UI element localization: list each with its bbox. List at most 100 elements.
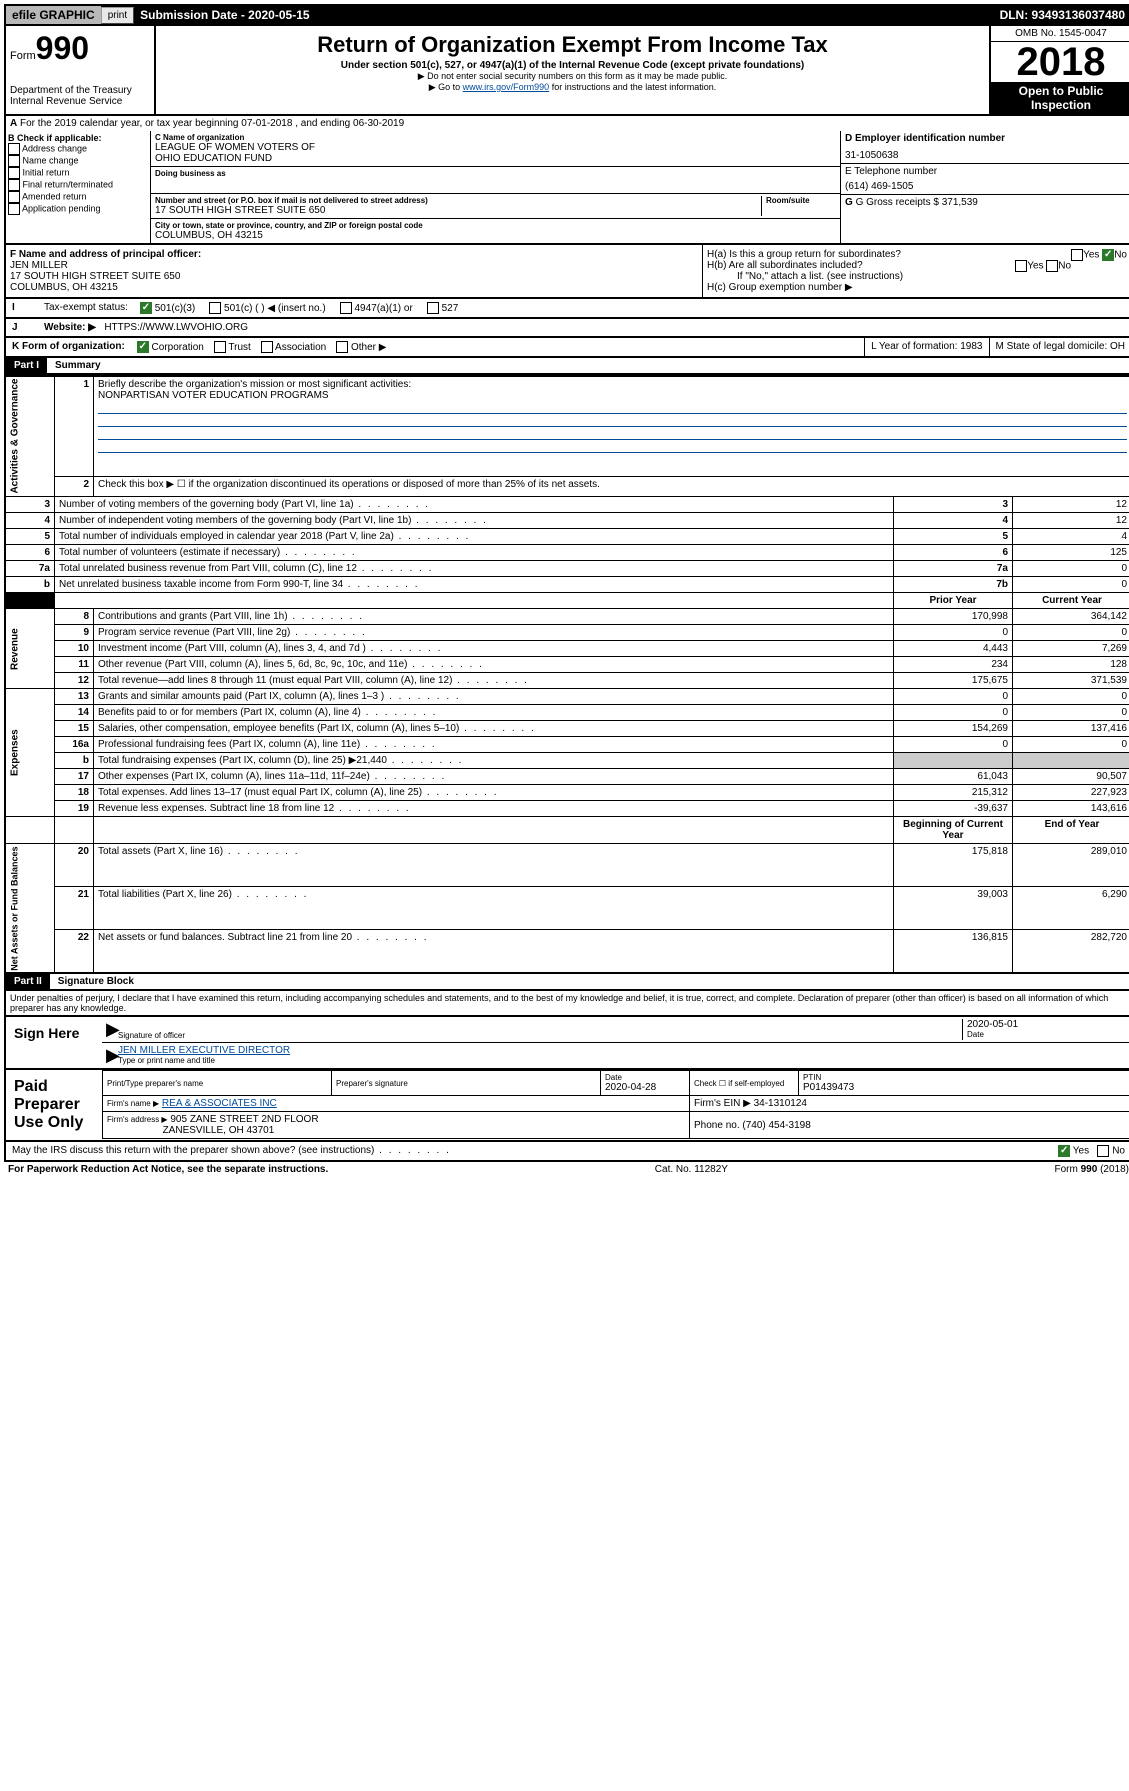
dept-treasury: Department of the Treasury xyxy=(10,85,150,96)
net-assets-row: 21Total liabilities (Part X, line 26)39,… xyxy=(5,886,1129,929)
firm-addr1: 905 ZANE STREET 2ND FLOOR xyxy=(170,1114,318,1125)
expense-row: 14Benefits paid to or for members (Part … xyxy=(5,705,1129,721)
perjury-statement: Under penalties of perjury, I declare th… xyxy=(4,991,1129,1017)
firm-addr2: ZANESVILLE, OH 43701 xyxy=(163,1125,275,1136)
h-b-note: If "No," attach a list. (see instruction… xyxy=(707,271,1127,282)
checkbox-option[interactable]: Amended return xyxy=(8,191,148,203)
expense-row: 15Salaries, other compensation, employee… xyxy=(5,721,1129,737)
officer-name: JEN MILLER xyxy=(10,260,698,271)
entity-info-block: B Check if applicable: Address change Na… xyxy=(4,131,1129,245)
h-a-question: H(a) Is this a group return for subordin… xyxy=(707,249,1127,260)
ptin-value: P01439473 xyxy=(803,1082,854,1093)
firm-ein: Firm's EIN ▶ 34-1310124 xyxy=(690,1096,1129,1112)
irs-link[interactable]: www.irs.gov/Form990 xyxy=(463,82,550,92)
pra-notice: For Paperwork Reduction Act Notice, see … xyxy=(8,1164,328,1175)
row-i: I Tax-exempt status: ✓ 501(c)(3) 501(c) … xyxy=(4,299,1129,319)
prep-date: 2020-04-28 xyxy=(605,1082,656,1093)
checkbox-option[interactable]: Initial return xyxy=(8,167,148,179)
paid-preparer-block: Paid Preparer Use Only Print/Type prepar… xyxy=(4,1070,1129,1142)
year-formation: L Year of formation: 1983 xyxy=(864,338,988,356)
form-org-option[interactable]: Association xyxy=(261,342,326,353)
discuss-row: May the IRS discuss this return with the… xyxy=(4,1142,1129,1162)
revenue-row: Revenue8Contributions and grants (Part V… xyxy=(5,609,1129,625)
revenue-row: 12Total revenue—add lines 8 through 11 (… xyxy=(5,673,1129,689)
phone-value: (614) 469-1505 xyxy=(845,181,1127,192)
ein-value: 31-1050638 xyxy=(845,150,1127,161)
print-button[interactable]: print xyxy=(101,7,134,24)
checkbox-option[interactable]: Final return/terminated xyxy=(8,179,148,191)
org-address: 17 SOUTH HIGH STREET SUITE 650 xyxy=(155,205,761,216)
form-ref: Form 990 (2018) xyxy=(1055,1164,1129,1175)
tax-status-option[interactable]: 527 xyxy=(427,303,458,314)
phone-label: E Telephone number xyxy=(845,166,1127,177)
addr-label: Number and street (or P.O. box if mail i… xyxy=(155,196,761,205)
summary-row: 7aTotal unrelated business revenue from … xyxy=(5,561,1129,577)
gross-receipts: G G Gross receipts $ 371,539 xyxy=(845,197,1127,208)
net-assets-row: 22Net assets or fund balances. Subtract … xyxy=(5,929,1129,973)
city-label: City or town, state or province, country… xyxy=(155,221,836,230)
revenue-row: 11Other revenue (Part VIII, column (A), … xyxy=(5,657,1129,673)
efile-label: efile GRAPHIC xyxy=(6,6,101,24)
ein-label: D Employer identification number xyxy=(845,133,1005,144)
checkbox-option[interactable]: Address change xyxy=(8,143,148,155)
room-label: Room/suite xyxy=(766,196,836,205)
org-name-label: C Name of organization xyxy=(155,133,836,142)
h-c-question: H(c) Group exemption number ▶ xyxy=(707,282,1127,293)
paid-preparer-label: Paid Preparer Use Only xyxy=(6,1070,102,1140)
form-org-option[interactable]: Trust xyxy=(214,342,251,353)
irs-label: Internal Revenue Service xyxy=(10,96,150,107)
summary-table: Activities & Governance 1 Briefly descri… xyxy=(4,375,1129,974)
part2-header: Part IISignature Block xyxy=(4,974,1129,991)
line-a: A For the 2019 calendar year, or tax yea… xyxy=(4,116,1129,131)
signature-block: Sign Here ▶ Signature of officer 2020-05… xyxy=(4,1017,1129,1070)
tax-status-option[interactable]: 501(c) ( ) ◀ (insert no.) xyxy=(209,303,325,314)
tax-status-option[interactable]: 4947(a)(1) or xyxy=(340,303,413,314)
officer-print-name: JEN MILLER EXECUTIVE DIRECTOR xyxy=(118,1045,1127,1056)
officer-city: COLUMBUS, OH 43215 xyxy=(10,282,698,293)
form-header: Form990 Department of the Treasury Inter… xyxy=(4,26,1129,116)
expense-row: 19Revenue less expenses. Subtract line 1… xyxy=(5,801,1129,817)
goto-note: ▶ Go to www.irs.gov/Form990 for instruct… xyxy=(160,82,985,93)
sign-here-label: Sign Here xyxy=(6,1017,102,1068)
state-domicile: M State of legal domicile: OH xyxy=(989,338,1129,356)
checkbox-option[interactable]: Name change xyxy=(8,155,148,167)
privacy-note: ▶ Do not enter social security numbers o… xyxy=(160,71,985,82)
summary-row: 5Total number of individuals employed in… xyxy=(5,529,1129,545)
dba-label: Doing business as xyxy=(155,169,836,178)
footer: For Paperwork Reduction Act Notice, see … xyxy=(4,1162,1129,1177)
form-org-option[interactable]: ✓ Corporation xyxy=(137,342,204,353)
sig-date: 2020-05-01 xyxy=(967,1019,1127,1030)
firm-name[interactable]: REA & ASSOCIATES INC xyxy=(162,1098,277,1109)
summary-row: 4Number of independent voting members of… xyxy=(5,513,1129,529)
form-org-option[interactable]: Other ▶ xyxy=(336,342,386,353)
officer-addr: 17 SOUTH HIGH STREET SUITE 650 xyxy=(10,271,698,282)
mission-text: NONPARTISAN VOTER EDUCATION PROGRAMS xyxy=(98,390,329,401)
form-number: Form990 xyxy=(10,30,150,67)
dln-number: DLN: 93493136037480 xyxy=(994,6,1129,24)
self-employed-check: Check ☐ if self-employed xyxy=(690,1071,799,1096)
expense-row: 17Other expenses (Part IX, column (A), l… xyxy=(5,769,1129,785)
tax-status-option[interactable]: ✓ 501(c)(3) xyxy=(140,303,195,314)
sig-officer-label: Signature of officer xyxy=(118,1031,962,1040)
tax-year: 2018 xyxy=(991,42,1129,82)
part1-header: Part ISummary xyxy=(4,358,1129,375)
submission-date: Submission Date - 2020-05-15 xyxy=(134,6,315,24)
row-k: K Form of organization: ✓ Corporation Tr… xyxy=(4,338,1129,358)
checkbox-option[interactable]: Application pending xyxy=(8,203,148,215)
box-b-checkboxes: B Check if applicable: Address change Na… xyxy=(6,131,151,243)
open-public-badge: Open to PublicInspection xyxy=(991,82,1129,114)
org-city: COLUMBUS, OH 43215 xyxy=(155,230,836,241)
h-b-question: H(b) Are all subordinates included? Yes … xyxy=(707,260,1127,271)
revenue-row: 10Investment income (Part VIII, column (… xyxy=(5,641,1129,657)
firm-phone: Phone no. (740) 454-3198 xyxy=(690,1112,1129,1139)
officer-group-block: F Name and address of principal officer:… xyxy=(4,245,1129,299)
expense-row: 16aProfessional fundraising fees (Part I… xyxy=(5,737,1129,753)
officer-label: F Name and address of principal officer: xyxy=(10,249,201,260)
org-name: LEAGUE OF WOMEN VOTERS OFOHIO EDUCATION … xyxy=(155,142,836,164)
form-title: Return of Organization Exempt From Incom… xyxy=(160,32,985,58)
summary-row: 6Total number of volunteers (estimate if… xyxy=(5,545,1129,561)
net-assets-row: Net Assets or Fund Balances20Total asset… xyxy=(5,844,1129,887)
revenue-row: 9Program service revenue (Part VIII, lin… xyxy=(5,625,1129,641)
cat-number: Cat. No. 11282Y xyxy=(655,1164,728,1175)
expense-row: bTotal fundraising expenses (Part IX, co… xyxy=(5,753,1129,769)
